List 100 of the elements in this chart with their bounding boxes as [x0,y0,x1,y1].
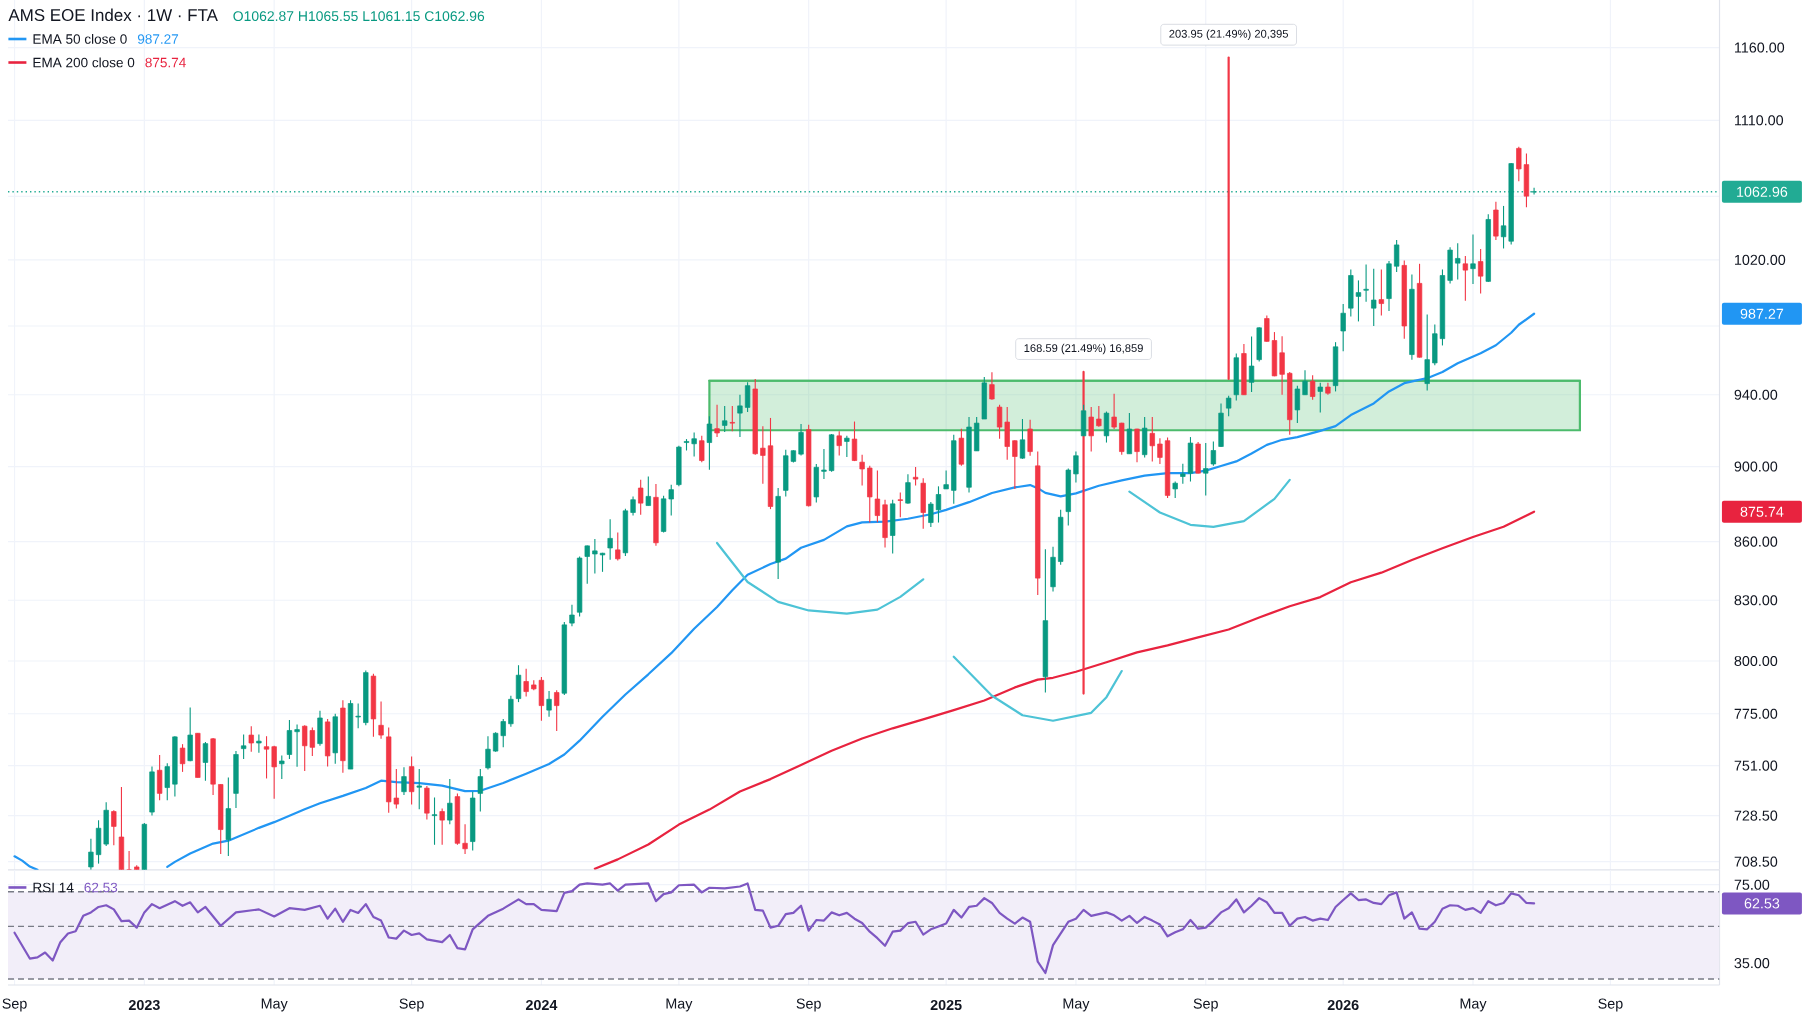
candlestick [1531,187,1537,196]
annotation: 168.59 (21.49%) 16,859 [1024,343,1143,355]
candlestick [279,754,285,780]
candlestick [1210,440,1217,467]
x-tick-label: 2025 [930,999,962,1011]
candlestick [164,762,170,801]
candlestick [1455,242,1461,280]
candlestick [607,518,613,561]
candlestick [1516,146,1522,182]
x-tick-label: Sep [796,998,821,1012]
candlestick [355,702,361,729]
x-tick-label: 2024 [525,999,558,1011]
candlestick [523,668,529,698]
line-series [1128,478,1291,529]
y-tick-label: 708.50 [1734,856,1778,867]
candlestick [416,768,422,810]
y-tick-label: 751.00 [1734,760,1778,771]
candlestick [1355,279,1362,322]
candlestick [111,809,117,846]
candlestick [462,823,468,855]
candlestick [378,700,384,740]
candlestick [1157,437,1163,465]
candlestick [1378,268,1385,317]
candlestick [1203,442,1209,496]
candlestick [706,415,713,471]
candlestick [1294,385,1301,424]
candlestick [294,724,300,768]
candlestick [1363,263,1369,303]
y-tick-label: 1160.00 [1735,42,1785,53]
line-series [715,541,925,615]
candlestick [1088,406,1094,453]
candlestick [737,394,743,438]
candlestick [263,735,270,780]
candlestick [1264,315,1270,343]
candlestick [928,501,934,528]
y-tick-label: 728.50 [1734,810,1778,821]
x-tick-label: May [1063,998,1090,1012]
annotation: 875.74 [145,57,186,68]
y-tick-label: 800.00 [1734,655,1778,667]
candlestick [836,430,842,456]
candlestick [699,435,705,463]
candlestick [1103,411,1110,444]
candlestick [989,371,995,401]
candlestick [439,808,445,846]
candlestick [638,479,644,516]
candlestick [844,435,850,458]
candlestick [943,470,949,490]
candlestick [1073,451,1079,484]
candlestick [645,475,651,507]
candlestick [240,733,247,760]
y-tick-label: 75.00 [1734,879,1770,890]
legend-label: RSI 14 [33,882,74,893]
x-tick-label: May [1460,998,1487,1012]
candlestick [615,531,621,562]
candlestick [1371,268,1377,327]
y-tick-label: 860.00 [1734,536,1778,547]
candlestick [798,423,804,456]
candlestick [1019,418,1026,460]
candlestick [851,420,858,462]
candlestick [744,381,751,413]
candlestick [431,796,438,846]
candlestick [401,766,407,796]
candlestick [569,604,575,627]
x-tick-label: May [261,998,288,1012]
candlestick [1393,239,1400,273]
candlestick [1470,233,1476,285]
annotation: 62.53 [84,882,118,893]
candlestick [477,768,483,813]
candlestick [179,743,186,773]
candlestick [1424,313,1430,391]
candlestick [156,754,163,801]
candlestick [584,544,590,585]
text: O1062.87 H1065.55 L1061.15 C1062.96 [233,11,485,22]
x-tick-label: May [666,998,693,1012]
candlestick [935,485,942,524]
legend-label: EMA 50 close 0 [33,33,127,44]
candlestick [1477,248,1484,294]
candlestick [1317,382,1323,414]
line-series [593,510,1536,870]
chart-title: AMS EOE Index · 1W · FTA [8,8,218,22]
x-tick-label: Sep [399,998,424,1012]
candlestick [714,404,720,438]
candlestick [760,425,766,485]
candlestick [248,725,254,753]
candlestick [1279,335,1285,396]
candlestick [1027,419,1033,457]
candlestick [1226,395,1232,417]
x-tick-label: Sep [1193,998,1218,1012]
line-series [13,855,39,870]
candlestick [447,778,453,825]
text: 62.53 [1744,898,1780,909]
y-tick-label: 900.00 [1734,461,1778,472]
candlestick [1310,374,1316,401]
candlestick [88,838,94,870]
annotation: 203.95 (21.49%) 20,395 [1169,29,1289,40]
candlestick [1149,416,1155,462]
candlestick [897,491,903,518]
candlestick [691,431,697,458]
x-tick-label: 2026 [1327,999,1359,1011]
y-tick-label: 1110.00 [1735,115,1784,126]
